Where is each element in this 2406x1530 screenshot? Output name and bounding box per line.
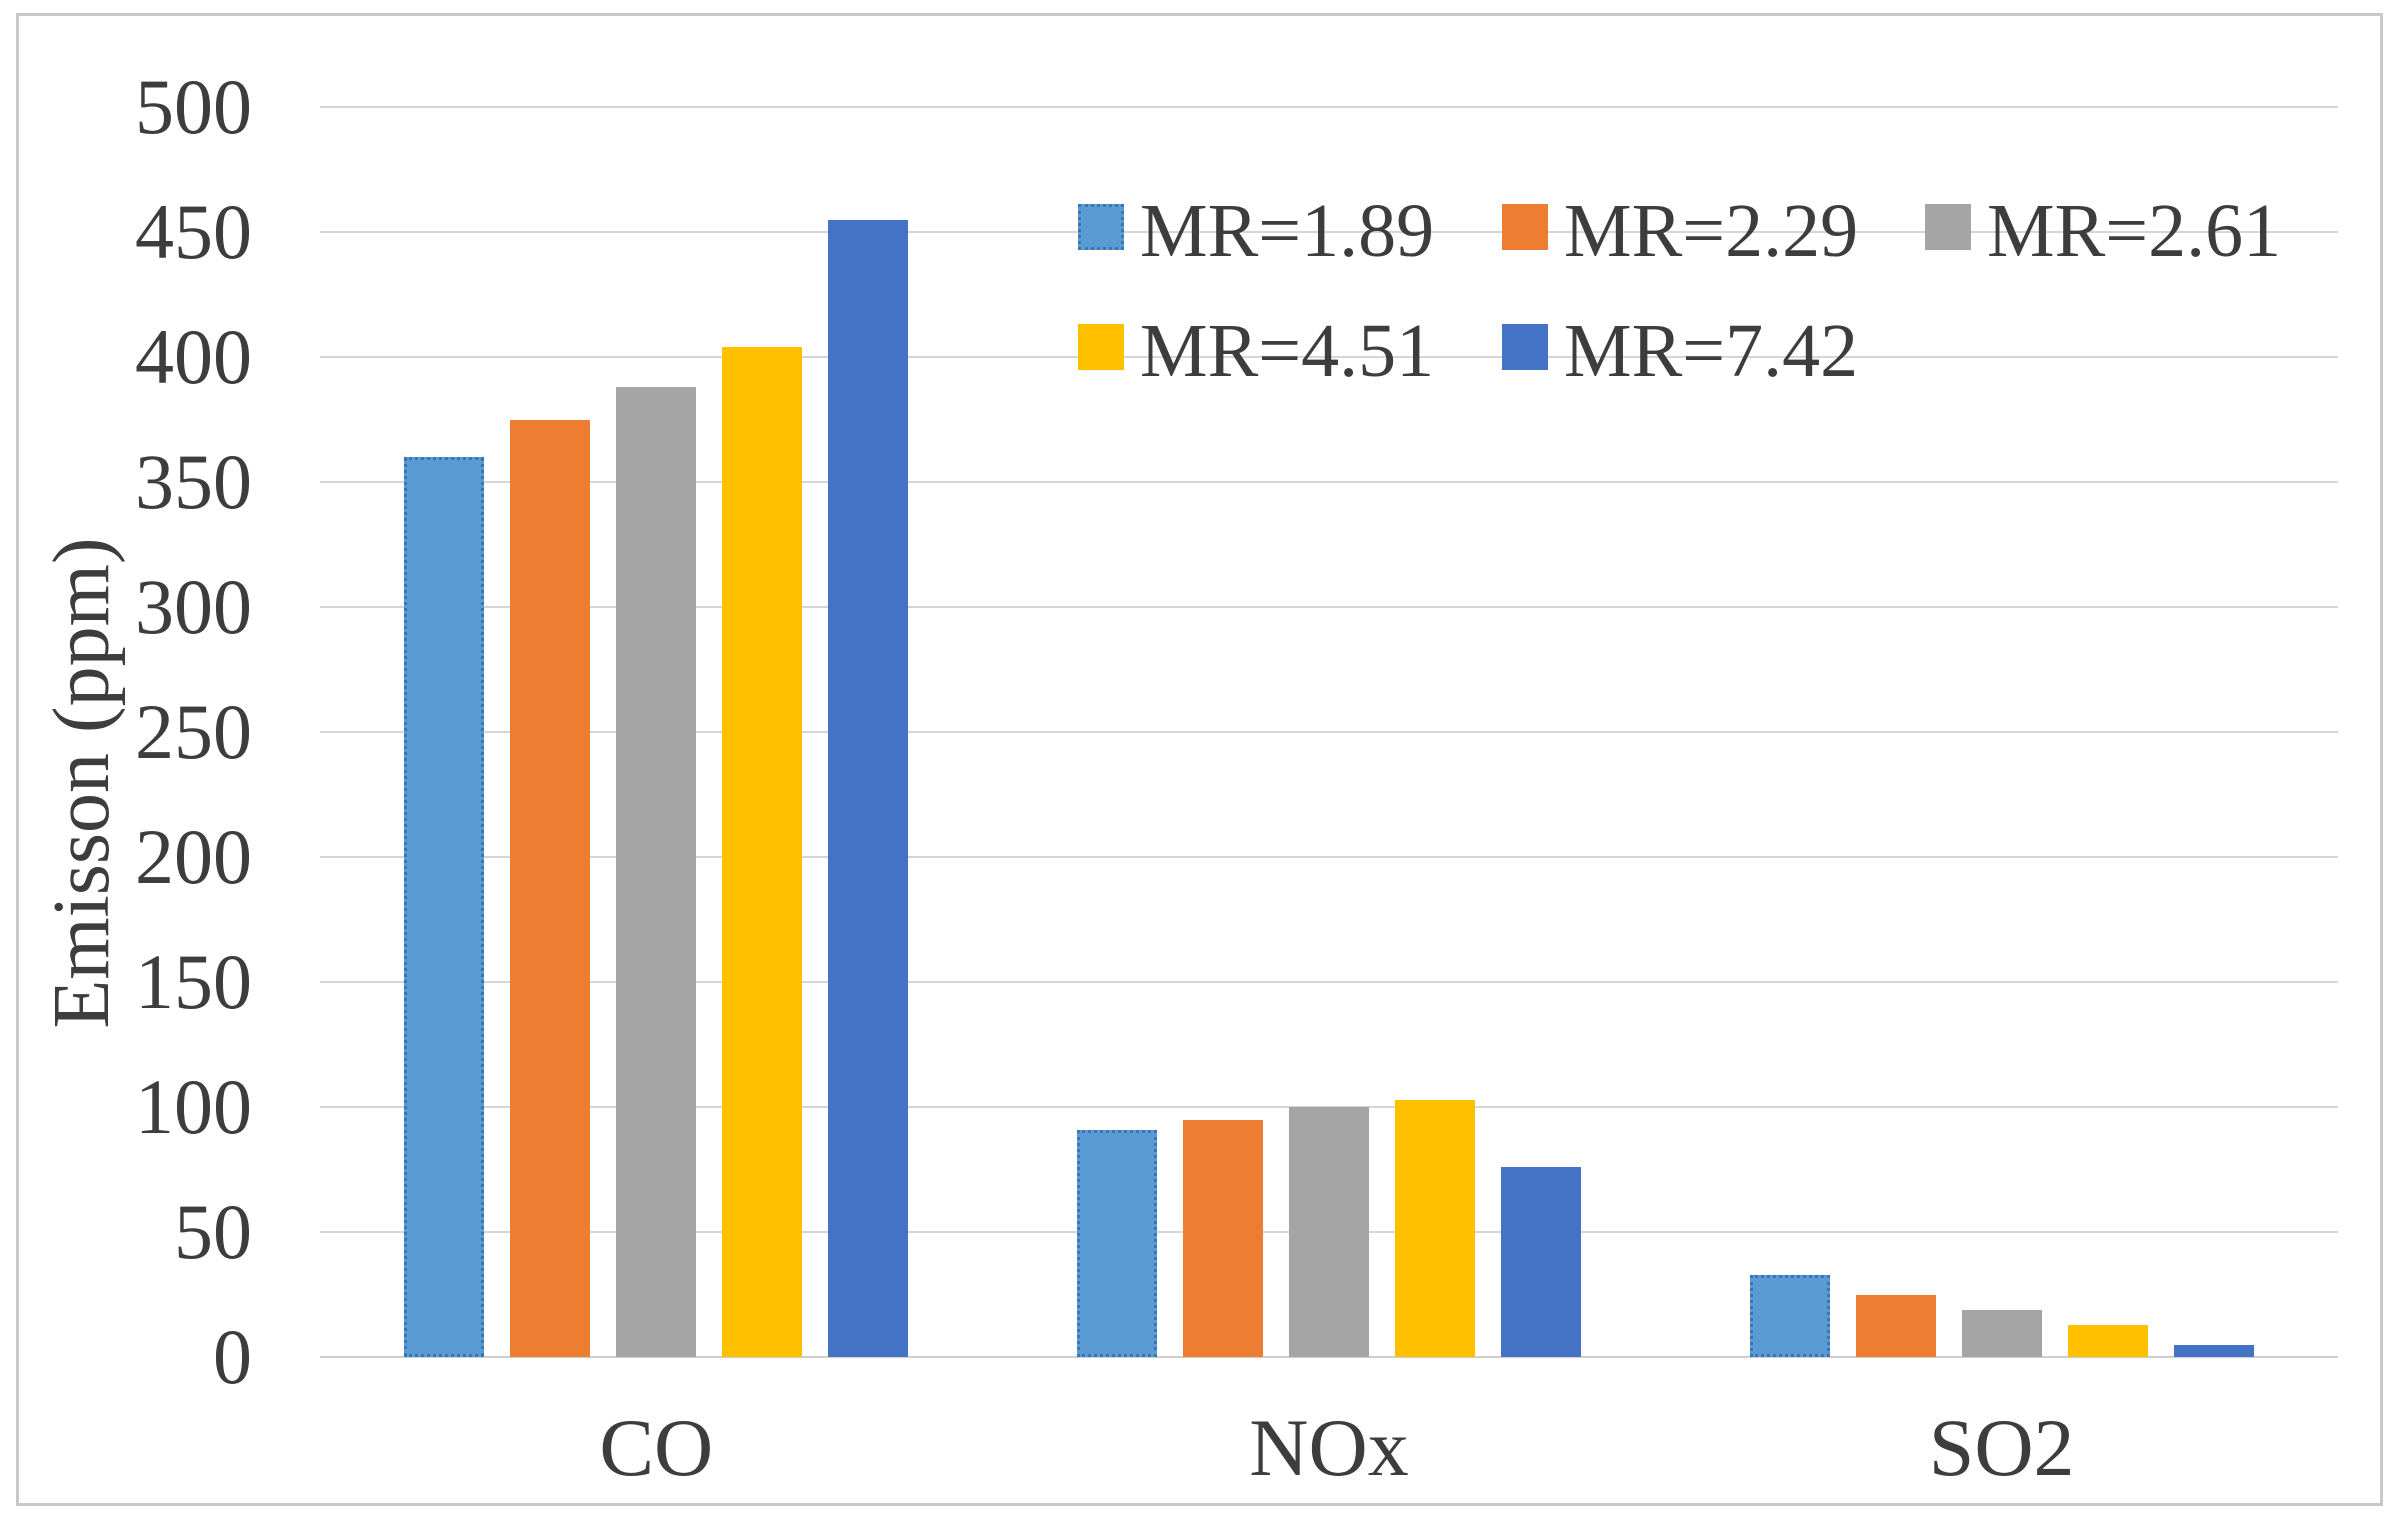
legend-label-mr-7-42: MR=7.42 [1564,309,1859,393]
plot-area [320,106,2338,1358]
legend-label-mr-4-51: MR=4.51 [1140,309,1435,393]
legend-label-mr-1-89: MR=1.89 [1140,189,1435,273]
y-tick-label-100: 100 [135,1063,252,1150]
gridline-150 [320,981,2338,983]
y-tick-label-0: 0 [213,1313,252,1400]
gridline-200 [320,856,2338,858]
bar-co-mr-7-42 [828,219,909,1357]
bar-nox-mr-7-42 [1501,1167,1581,1357]
x-label-so2: SO2 [1928,1402,2075,1493]
gridline-400 [320,356,2338,358]
gridline-500 [320,106,2338,108]
bar-nox-mr-2-61 [1289,1107,1369,1357]
gridline-300 [320,606,2338,608]
y-tick-label-450: 450 [135,188,252,275]
bar-co-mr-2-29 [510,419,591,1357]
bar-nox-mr-1-89 [1077,1129,1157,1357]
y-tick-label-300: 300 [135,563,252,650]
bar-nox-mr-2-29 [1183,1119,1263,1357]
y-tick-label-50: 50 [174,1188,252,1275]
bar-so2-mr-2-29 [1855,1294,1936,1357]
gridline-450 [320,231,2338,233]
legend-swatch-mr-2-29 [1502,204,1548,250]
bar-co-mr-2-61 [616,387,697,1357]
y-tick-label-500: 500 [135,63,252,150]
bar-co-mr-4-51 [722,347,803,1357]
bar-co-mr-1-89 [404,457,485,1357]
gridline-350 [320,481,2338,483]
y-tick-label-200: 200 [135,813,252,900]
gridline-250 [320,731,2338,733]
legend-swatch-mr-2-61 [1925,204,1971,250]
legend-swatch-mr-4-51 [1078,324,1124,370]
bar-nox-mr-4-51 [1395,1099,1475,1357]
legend-label-mr-2-61: MR=2.61 [1987,189,2282,273]
bar-so2-mr-7-42 [2173,1344,2254,1357]
bar-so2-mr-2-61 [1961,1309,2042,1357]
gridline-0 [320,1356,2338,1358]
legend-label-mr-2-29: MR=2.29 [1564,189,1859,273]
y-tick-label-400: 400 [135,313,252,400]
y-tick-label-350: 350 [135,438,252,525]
x-label-nox: NOx [1249,1402,1409,1493]
bar-so2-mr-4-51 [2067,1324,2148,1357]
bar-so2-mr-1-89 [1749,1274,1830,1357]
x-label-co: CO [599,1402,714,1493]
legend-swatch-mr-1-89 [1078,204,1124,250]
y-tick-label-250: 250 [135,688,252,775]
y-tick-label-150: 150 [135,938,252,1025]
legend-swatch-mr-7-42 [1502,324,1548,370]
